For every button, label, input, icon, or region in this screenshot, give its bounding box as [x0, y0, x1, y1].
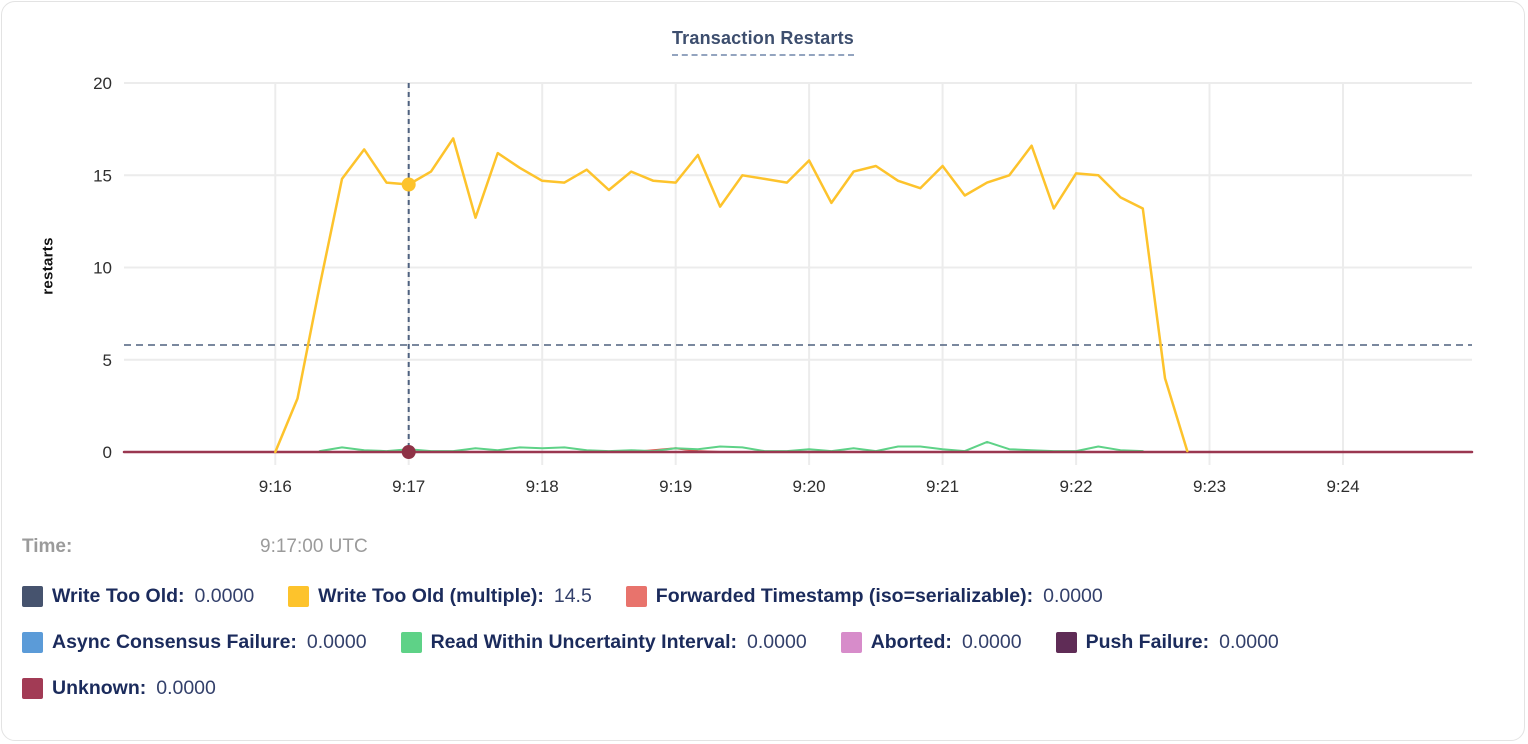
series-line-read-within-uncertainty-interval — [318, 440, 1144, 453]
legend-row: Write Too Old: 0.0000 Write Too Old (multi… — [22, 585, 1508, 608]
legend-item-unknown: Unknown: 0.0000 — [22, 677, 216, 700]
x-tick-label: 9:18 — [526, 477, 559, 496]
legend-label: Write Too Old (multiple): — [318, 585, 544, 607]
crosshair-dot — [401, 445, 416, 459]
legend-swatch-icon — [22, 632, 43, 653]
series-line-write-too-old-multiple — [274, 137, 1189, 454]
grid-lines — [124, 82, 1472, 465]
legend-value: 14.5 — [553, 585, 592, 607]
y-tick-label: 10 — [93, 259, 112, 278]
legend-item-async-consensus-failure: Async Consensus Failure: 0.0000 — [22, 631, 367, 654]
legend-row: Unknown: 0.0000 — [22, 677, 1508, 700]
chart-title[interactable]: Transaction Restarts — [671, 28, 855, 56]
y-tick-label: 0 — [103, 443, 112, 462]
legend-item-push-failure: Push Failure: 0.0000 — [1055, 631, 1279, 654]
x-tick-label: 9:22 — [1060, 477, 1093, 496]
legend-label: Unknown: — [52, 677, 147, 699]
legend-item-aborted: Aborted: 0.0000 — [840, 631, 1022, 654]
legend-item-read-within-uncertainty-interval: Read Within Uncertainty Interval: 0.0000 — [400, 631, 807, 654]
legend-value: 0.0000 — [1043, 585, 1103, 607]
x-tick-label: 9:21 — [926, 477, 959, 496]
y-tick-label: 20 — [93, 74, 112, 93]
legend-swatch-icon — [288, 586, 310, 607]
hover-time-readout: Time: 9:17:00 UTC — [22, 536, 1508, 558]
y-tick-label: 15 — [93, 166, 112, 185]
legend: Write Too Old: 0.0000 Write Too Old (multi… — [22, 585, 1508, 700]
x-tick-label: 9:20 — [793, 477, 826, 496]
x-tick-label: 9:19 — [659, 477, 692, 496]
legend-label: Write Too Old: — [52, 585, 185, 607]
legend-value: 0.0000 — [306, 631, 367, 653]
legend-item-forwarded-timestamp-iso-serializable: Forwarded Timestamp (iso=serializable): 0… — [625, 585, 1103, 608]
legend-value: 0.0000 — [961, 631, 1022, 653]
legend-value: 0.0000 — [194, 585, 255, 607]
time-value: 9:17:00 UTC — [260, 536, 368, 557]
legend-label: Forwarded Timestamp (iso=serializable): — [655, 585, 1034, 607]
legend-swatch-icon — [400, 632, 422, 653]
chart-footer: Time: 9:17:00 UTC Write Too Old: 0.0000 Wri… — [22, 536, 1508, 723]
legend-row: Async Consensus Failure: 0.0000 Read Withi… — [22, 631, 1508, 654]
legend-swatch-icon — [625, 586, 647, 607]
x-tick-label: 9:16 — [259, 477, 292, 496]
legend-item-write-too-old: Write Too Old: 0.0000 — [22, 585, 254, 608]
time-label: Time: — [22, 536, 73, 557]
legend-label: Aborted: — [870, 631, 952, 653]
legend-swatch-icon — [1055, 632, 1077, 653]
crosshair-dot — [401, 177, 416, 192]
x-tick-label: 9:24 — [1326, 477, 1359, 496]
line-chart-plot[interactable]: 0 5 10 15 20 9:16 9:17 9:18 9:19 9:20 9:21 9:22 9:23… — [2, 60, 1525, 512]
y-tick-label: 5 — [103, 351, 112, 370]
legend-swatch-icon — [840, 632, 862, 653]
legend-swatch-icon — [22, 678, 43, 699]
legend-value: 0.0000 — [156, 677, 216, 699]
legend-value: 0.0000 — [747, 631, 807, 653]
x-tick-label: 9:17 — [392, 477, 425, 496]
legend-label: Read Within Uncertainty Interval: — [430, 631, 738, 653]
legend-item-write-too-old-multiple: Write Too Old (multiple): 14.5 — [288, 585, 592, 608]
legend-label: Async Consensus Failure: — [52, 631, 297, 653]
legend-label: Push Failure: — [1085, 631, 1210, 653]
legend-value: 0.0000 — [1219, 631, 1279, 653]
x-tick-label: 9:23 — [1193, 477, 1226, 496]
legend-swatch-icon — [22, 586, 43, 607]
chart-header: Transaction Restarts — [2, 28, 1524, 56]
